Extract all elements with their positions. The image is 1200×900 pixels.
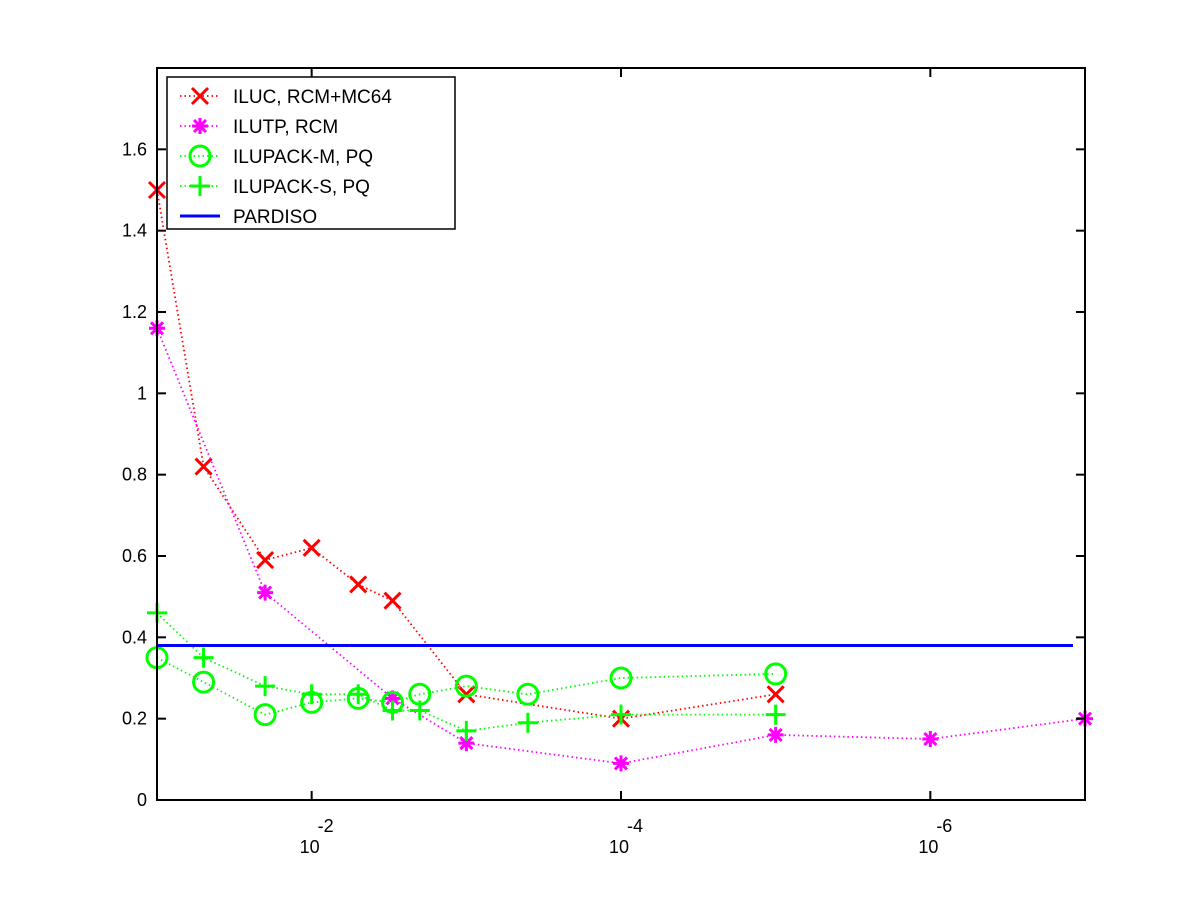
- legend: ILUC, RCM+MC64 ILUTP, RCM ILUPACK-M, PQ ILU…: [166, 76, 456, 230]
- axes-layer: 00.20.40.60.811.21.41.610-210-410-6: [122, 67, 1086, 857]
- series-0-point-5: [383, 591, 402, 610]
- y-tick-label-4: 0.8: [122, 465, 147, 485]
- y-tick-label-0: 0: [137, 790, 147, 810]
- series-3-point-2: [255, 676, 276, 697]
- legend-marker-0: [190, 86, 210, 106]
- series-3-point-5: [382, 700, 403, 721]
- y-tick-label-1: 0.2: [122, 709, 147, 729]
- series-2-point-10: [764, 662, 788, 686]
- x-tick-label-base-0: 10: [300, 837, 320, 857]
- y-tick-label-2: 0.4: [122, 627, 147, 647]
- legend-label-0: ILUC, RCM+MC64: [233, 87, 392, 108]
- legend-label-1: ILUTP, RCM: [233, 117, 338, 138]
- y-tick-label-3: 0.6: [122, 546, 147, 566]
- series-0-point-8: [766, 685, 785, 704]
- series-0-point-3: [302, 538, 321, 557]
- x-tick-label-exponent-1: -4: [627, 816, 643, 836]
- series-3-point-1: [193, 647, 214, 668]
- series-2-point-2: [253, 703, 277, 727]
- legend-entry-0: ILUC, RCM+MC64: [180, 86, 392, 108]
- y-tick-label-8: 1.6: [122, 139, 147, 159]
- legend-box: [166, 76, 456, 230]
- legend-marker-3: [190, 176, 210, 196]
- series-1-point-2: [384, 690, 401, 707]
- legend-entry-2: ILUPACK-M, PQ: [180, 144, 373, 168]
- x-tick-label-base-2: 10: [918, 837, 938, 857]
- legend-entry-1: ILUTP, RCM: [180, 117, 338, 138]
- series-3-point-3: [301, 684, 322, 705]
- series-3-point-8: [517, 712, 538, 733]
- y-tick-label-5: 1: [137, 383, 147, 403]
- series-2-point-8: [516, 682, 540, 706]
- legend-entry-3: ILUPACK-S, PQ: [180, 176, 370, 198]
- series-3-point-6: [409, 700, 430, 721]
- series-1-point-6: [922, 731, 939, 747]
- series-3-point-9: [611, 704, 631, 725]
- series-0: [147, 180, 785, 728]
- series-0-point-2: [256, 551, 275, 570]
- legend-label-2: ILUPACK-M, PQ: [233, 147, 373, 168]
- legend-entry-4: PARDISO: [180, 207, 317, 228]
- series-0-point-4: [349, 575, 368, 594]
- series-2-point-7: [454, 674, 478, 698]
- series-layer: [145, 180, 1093, 772]
- legend-label-4: PARDISO: [233, 207, 317, 228]
- series-1-point-4: [613, 755, 629, 772]
- y-tick-label-6: 1.2: [122, 302, 147, 322]
- legend-label-3: ILUPACK-S, PQ: [233, 177, 370, 198]
- series-2-point-9: [609, 666, 633, 690]
- series-3-point-7: [456, 720, 477, 741]
- series-0-point-1: [194, 457, 213, 476]
- y-tick-label-7: 1.4: [122, 221, 147, 241]
- series-3-point-10: [765, 704, 786, 725]
- series-3-point-4: [348, 684, 369, 705]
- series-1-point-1: [257, 584, 274, 601]
- x-tick-label-exponent-0: -2: [318, 816, 334, 836]
- series-1-point-3: [458, 735, 475, 752]
- series-2: [145, 646, 788, 727]
- x-tick-label-base-1: 10: [609, 837, 629, 857]
- series-0-point-6: [457, 685, 476, 704]
- legend-marker-1: [192, 118, 208, 134]
- series-1-point-5: [767, 726, 784, 743]
- legend-marker-2: [188, 144, 212, 168]
- x-tick-label-exponent-2: -6: [936, 816, 952, 836]
- series-2-point-1: [192, 670, 216, 694]
